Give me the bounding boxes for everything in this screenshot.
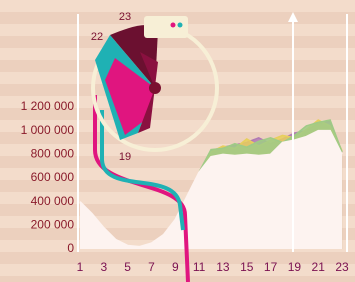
x-tick-label: 7 (148, 260, 155, 274)
x-tick-label: 3 (100, 260, 107, 274)
y-tick-label: 1 000 000 (21, 123, 75, 137)
clock-label: 23 (119, 11, 131, 23)
marker-arrow (288, 12, 298, 22)
x-tick-label: 11 (193, 260, 206, 274)
x-tick-label: 15 (240, 260, 254, 274)
y-tick-label: 600 000 (31, 170, 75, 184)
y-tick-label: 800 000 (31, 147, 75, 161)
x-tick-label: 5 (124, 260, 131, 274)
x-tick-label: 1 (77, 260, 84, 274)
clock-label: 19 (119, 151, 131, 163)
x-tick-label: 17 (264, 260, 278, 274)
clock-label: 22 (91, 31, 103, 43)
x-tick-label: 13 (216, 260, 230, 274)
clock-center (149, 82, 161, 94)
y-tick-label: 200 000 (31, 218, 75, 232)
clock: 23 22 19 (91, 11, 217, 163)
chart: 23 22 19 0200 000400 000600 000800 0001 … (0, 0, 355, 282)
x-tick-label: 19 (288, 260, 302, 274)
area-fill (80, 131, 342, 249)
y-tick-label: 0 (67, 241, 74, 255)
x-tick-label: 9 (172, 260, 179, 274)
y-tick-label: 400 000 (31, 194, 75, 208)
x-tick-label: 21 (312, 260, 326, 274)
dot (171, 23, 176, 28)
x-tick-label: 23 (335, 260, 349, 274)
dot (178, 23, 183, 28)
y-tick-label: 1 200 000 (21, 99, 75, 113)
